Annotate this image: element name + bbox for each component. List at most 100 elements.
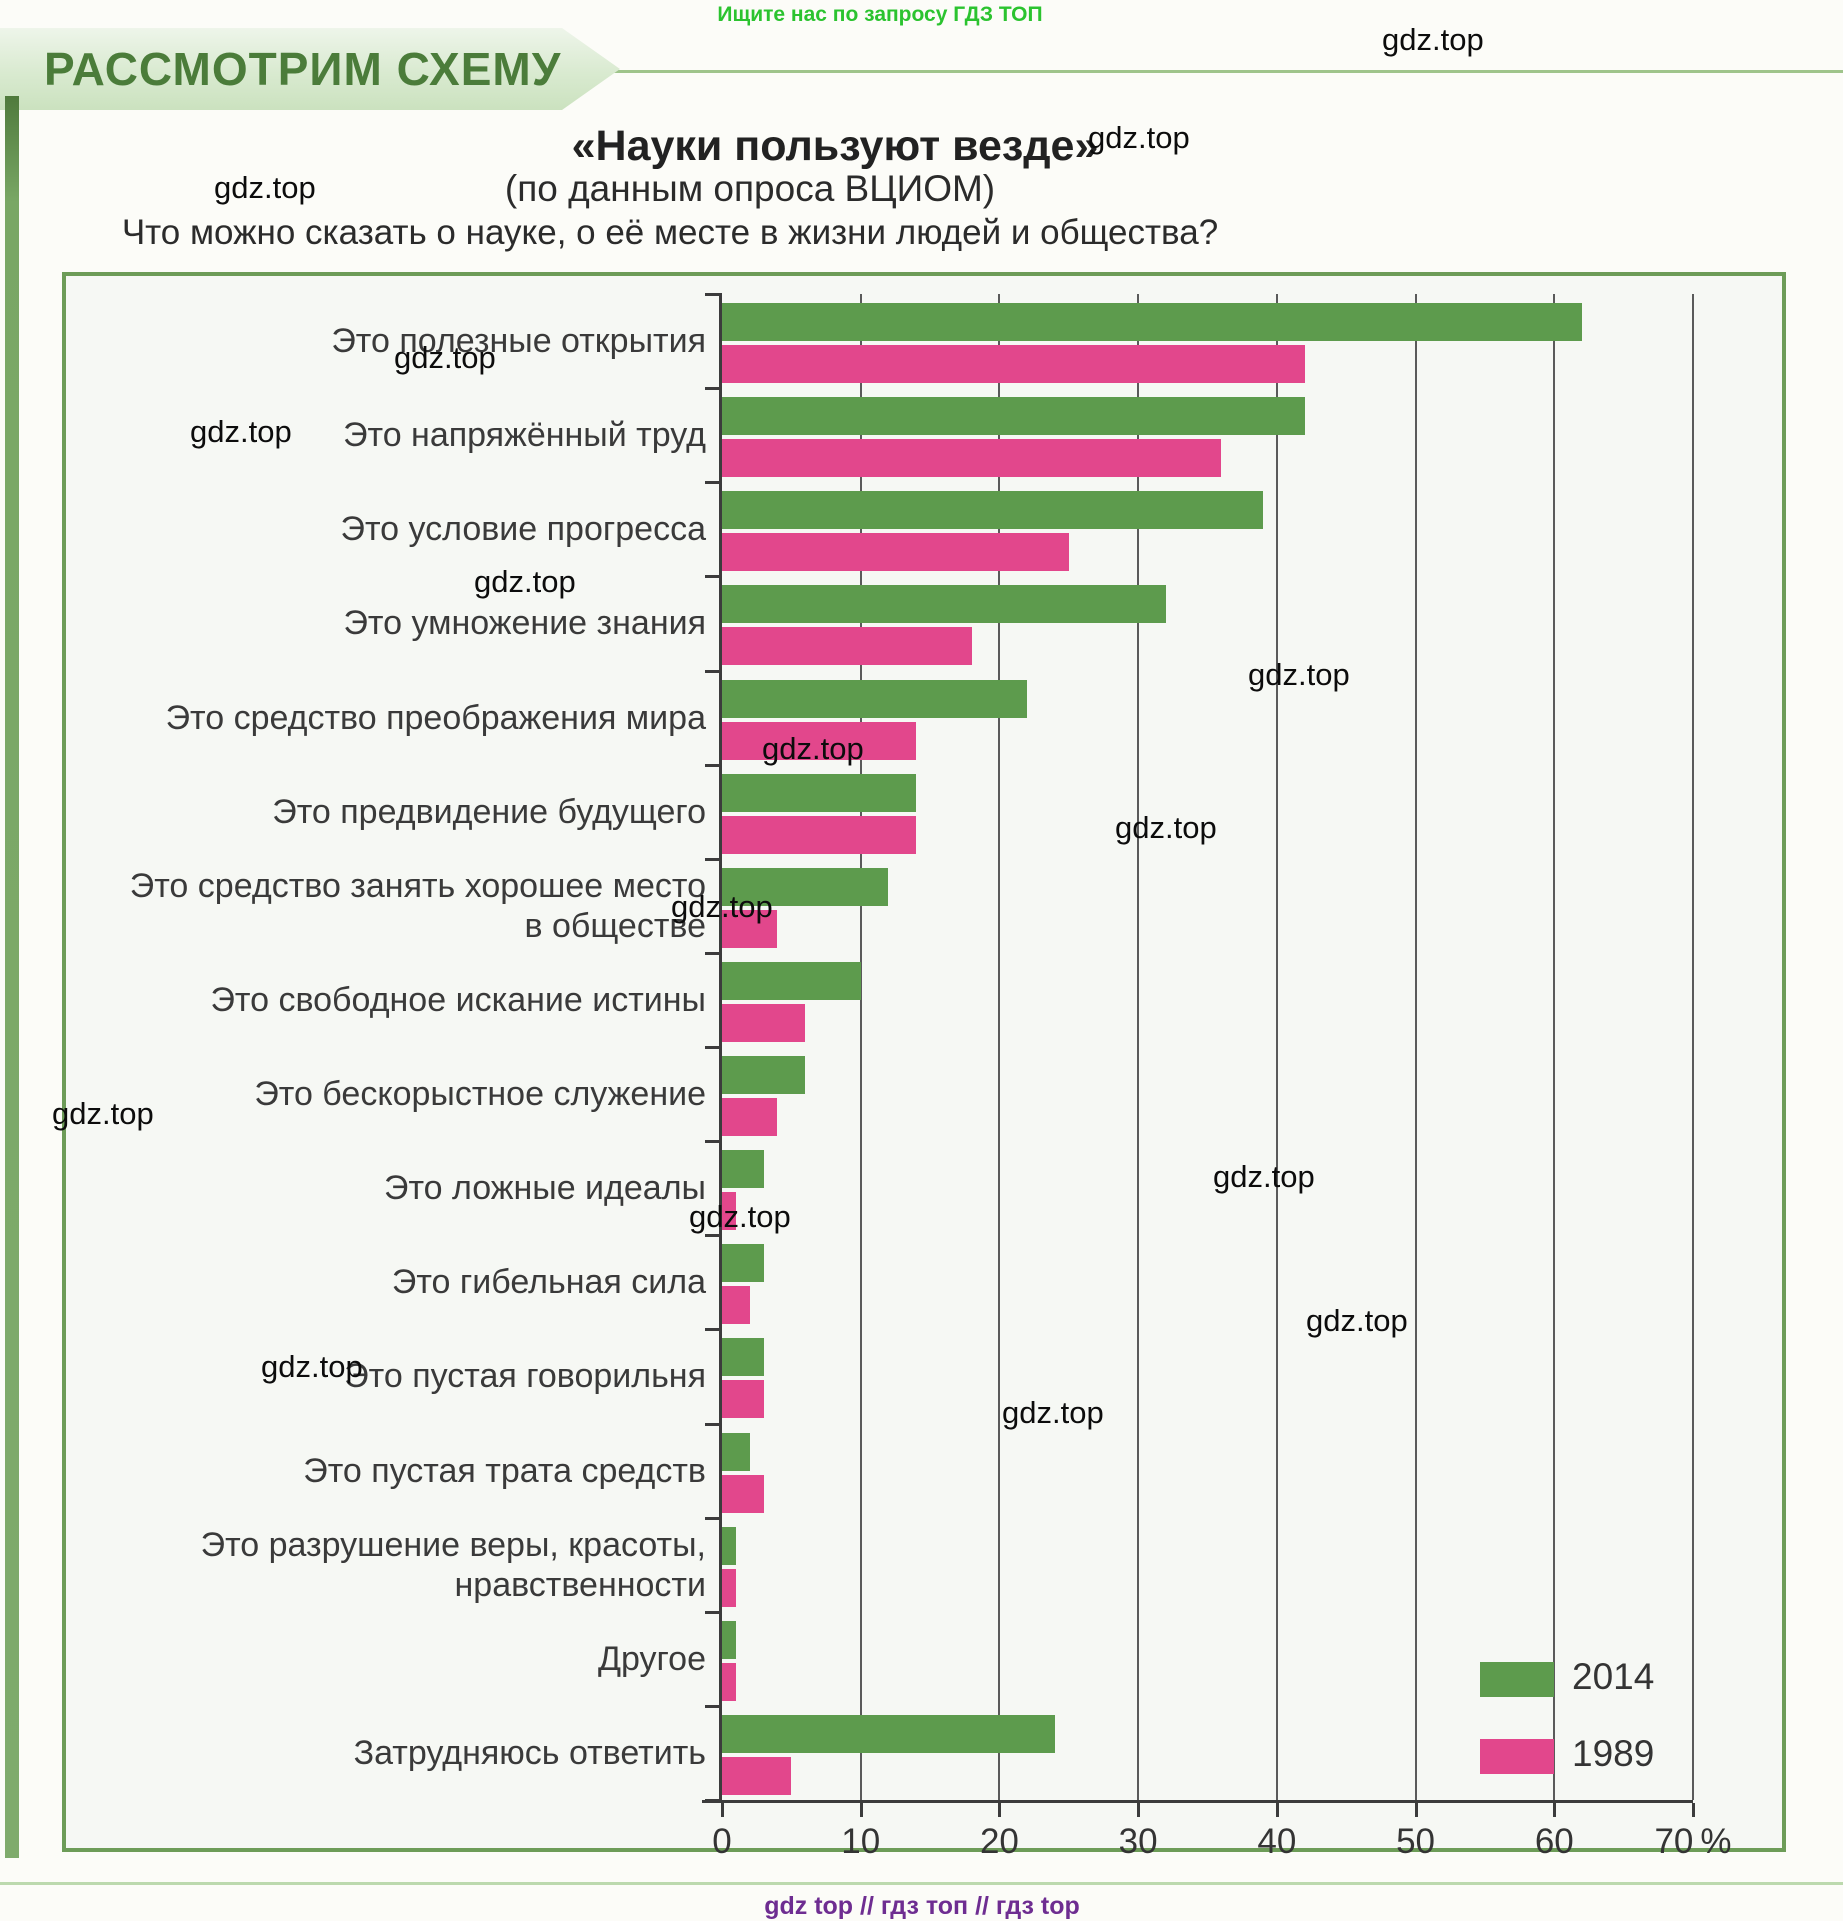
y-tick-7: [705, 951, 722, 955]
bar-1989-row14: [722, 1568, 736, 1607]
category-label: Это пустая трата средств: [303, 1451, 706, 1490]
y-tick-6: [705, 857, 722, 861]
x-tick-40: [1275, 1803, 1279, 1817]
category-label: Это пустая говорильня: [344, 1357, 706, 1396]
gridline-10: [859, 294, 862, 1800]
y-tick-14: [705, 1610, 722, 1614]
x-tick-70: [1692, 1803, 1695, 1817]
bar-2014-row11: [722, 1244, 764, 1283]
y-tick-2: [705, 481, 722, 485]
bar-1989-row8: [722, 1003, 806, 1042]
x-tick-10: [859, 1803, 863, 1817]
legend-swatch-1989: [1480, 1739, 1554, 1774]
category-label: Это полезные открытия: [331, 322, 706, 360]
legend-label-2014: 2014: [1572, 1656, 1655, 1697]
y-tick-13: [705, 1516, 722, 1520]
bar-1989-row11: [722, 1286, 750, 1325]
banner-rule: [560, 70, 1843, 73]
bar-2014-row14: [722, 1526, 736, 1565]
section-banner-label: РАССМОТРИМ СХЕМУ: [44, 43, 562, 95]
category-label: Это напряжённый труд: [343, 416, 706, 455]
legend-label-1989: 1989: [1572, 1733, 1655, 1774]
legend-swatch-2014: [1480, 1662, 1554, 1697]
bar-1989-row13: [722, 1474, 764, 1513]
x-tick-label-20: 20: [979, 1822, 1019, 1861]
gridline-30: [1137, 294, 1140, 1800]
y-tick-1: [705, 387, 722, 391]
footer-rule: [0, 1882, 1843, 1885]
watermark-9: gdz.top: [1115, 810, 1217, 845]
category-label: Это бескорыстное служение: [254, 1075, 706, 1113]
gridline-40: [1275, 294, 1278, 1800]
plot-area: 0 10 20 30 40 50 60 70 %: [702, 293, 1732, 1861]
x-tick-label-70: 70 %: [1654, 1822, 1732, 1861]
watermark-15: gdz.top: [261, 1349, 363, 1384]
x-tick-label-50: 50: [1396, 1822, 1436, 1861]
gridline-60: [1553, 294, 1556, 1800]
y-tick-10: [705, 1234, 722, 1238]
bar-1989-row10: [722, 1192, 736, 1231]
watermark-14: gdz.top: [1306, 1303, 1408, 1338]
bar-1989-row2: [722, 439, 1222, 478]
watermark-6: gdz.top: [474, 564, 576, 599]
category-label: Другое: [597, 1639, 706, 1678]
x-tick-label-10: 10: [841, 1822, 881, 1861]
watermark-10: gdz.top: [671, 889, 773, 924]
x-axis: [702, 1800, 1693, 1803]
x-tick-label-60: 60: [1534, 1822, 1574, 1861]
bar-2014-row2: [722, 397, 1305, 436]
category-labels: Это полезные открытия Это напряжённый тру…: [66, 276, 722, 1848]
bar-2014-row16: [722, 1714, 1055, 1753]
y-tick-16: [705, 1799, 722, 1802]
bar-2014-row8: [722, 961, 861, 1000]
y-tick-11: [705, 1328, 722, 1332]
bar-2014-row1: [722, 303, 1583, 341]
category-label: Это разрушение веры, красоты, нравственн…: [200, 1525, 706, 1604]
y-tick-8: [705, 1046, 722, 1049]
bar-2014-row12: [722, 1338, 764, 1377]
watermark-12: gdz.top: [1213, 1159, 1315, 1194]
watermark-2: gdz.top: [1088, 120, 1190, 155]
watermark-7: gdz.top: [1248, 657, 1350, 692]
bar-2014-row5: [722, 679, 1028, 718]
category-label: Это средство занять хорошее место в обще…: [129, 866, 706, 945]
category-label: Это свободное искание истины: [210, 980, 706, 1019]
x-tick-label-30: 30: [1118, 1822, 1158, 1861]
bar-1989-row16: [722, 1756, 792, 1795]
bar-1989-row4: [722, 627, 972, 666]
chart-question: Что можно сказать о науке, о её месте в …: [121, 213, 1219, 252]
bar-1989-row1: [722, 345, 1305, 383]
watermark-4: gdz.top: [394, 340, 496, 375]
category-label: Это гибельная сила: [391, 1263, 706, 1302]
x-tick-label-40: 40: [1257, 1822, 1297, 1861]
gridline-50: [1414, 294, 1417, 1800]
x-tick-0: [721, 1803, 724, 1817]
x-tick-30: [1137, 1803, 1141, 1817]
chart-frame: Это полезные открытия Это напряжённый тру…: [62, 272, 1786, 1861]
category-label: Это предвидение будущего: [272, 792, 706, 831]
gridline-70: [1692, 294, 1694, 1800]
bar-1989-row15: [722, 1662, 736, 1701]
footer-text: gdz top // гдз топ // гдз top: [764, 1892, 1080, 1920]
category-label: Это умножение знания: [343, 604, 706, 643]
x-tick-50: [1414, 1803, 1418, 1817]
category-label: Это условие прогресса: [340, 510, 707, 549]
y-tick-0: [705, 293, 722, 296]
bar-2014-row9: [722, 1056, 806, 1094]
y-tick-12: [705, 1422, 722, 1426]
page-left-accent: [5, 96, 19, 1858]
bar-2014-row7: [722, 867, 889, 906]
y-tick-4: [705, 669, 722, 673]
bar-1989-row5: [722, 721, 917, 760]
watermark-5: gdz.top: [190, 414, 292, 449]
x-tick-20: [998, 1803, 1002, 1817]
watermark-16: gdz.top: [1002, 1395, 1104, 1430]
watermark-8: gdz.top: [762, 731, 864, 766]
bar-2014-row3: [722, 491, 1263, 530]
watermark-1: gdz.top: [1382, 22, 1484, 57]
bar-1989-row3: [722, 533, 1069, 572]
section-banner: РАССМОТРИМ СХЕМУ: [0, 28, 620, 110]
bar-1989-row9: [722, 1098, 778, 1136]
bar-2014-row4: [722, 585, 1166, 624]
